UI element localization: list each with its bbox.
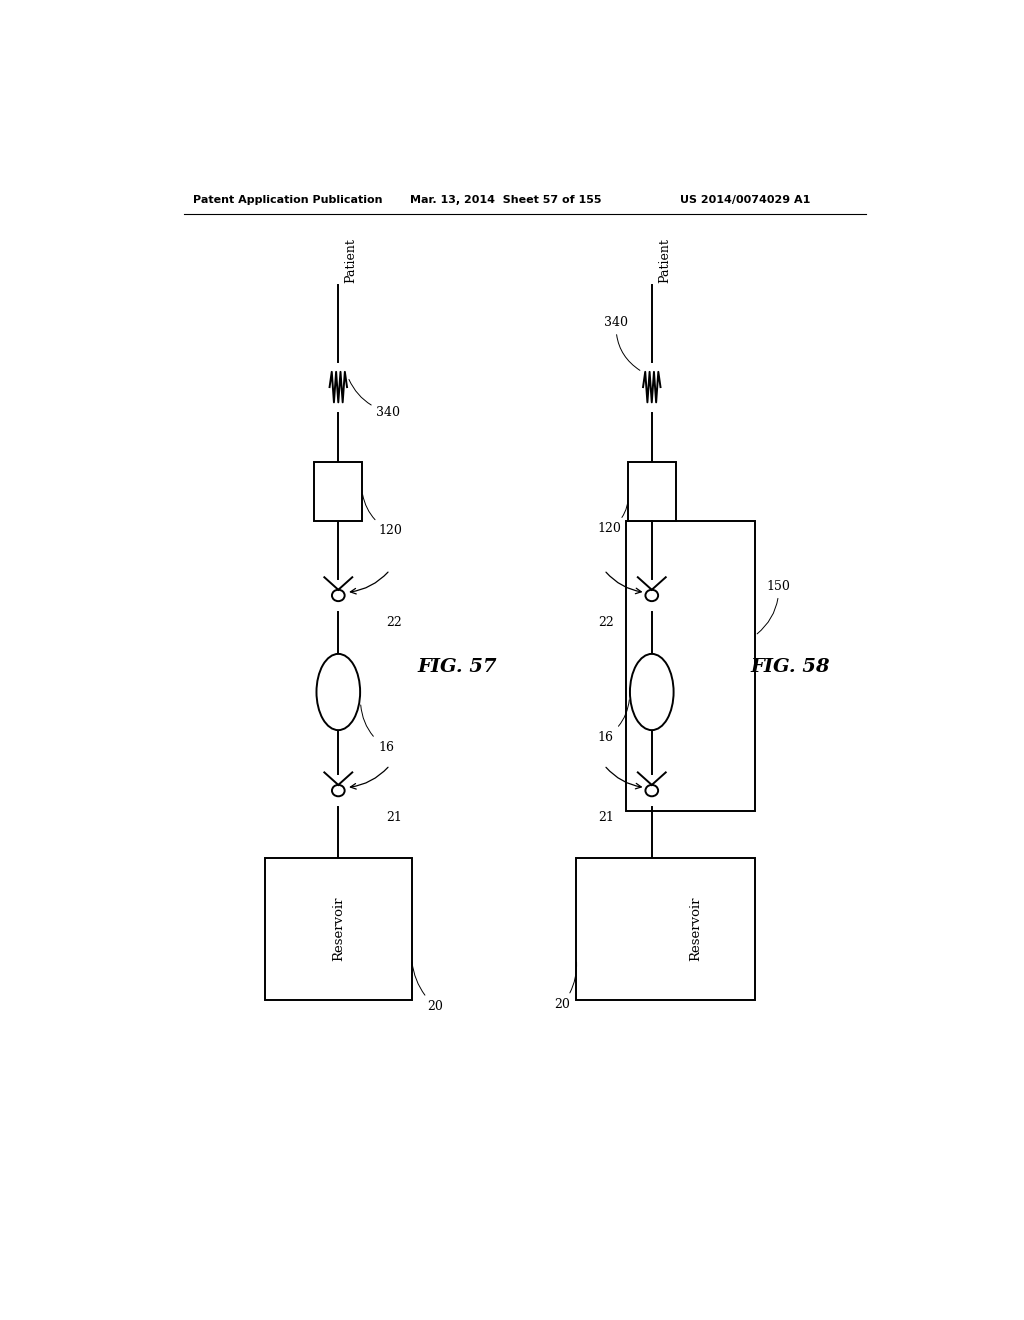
Text: Reservoir: Reservoir <box>689 896 701 961</box>
Text: 22: 22 <box>386 616 401 628</box>
Text: 21: 21 <box>386 810 401 824</box>
Text: 120: 120 <box>362 495 401 537</box>
Ellipse shape <box>332 590 345 601</box>
Text: FIG. 57: FIG. 57 <box>418 657 498 676</box>
Text: Patient: Patient <box>345 239 357 284</box>
Bar <box>314 462 362 521</box>
Text: 150: 150 <box>757 579 791 634</box>
Bar <box>628 462 676 521</box>
Ellipse shape <box>630 653 674 730</box>
Text: 340: 340 <box>349 379 400 418</box>
Text: US 2014/0074029 A1: US 2014/0074029 A1 <box>680 195 810 205</box>
Text: Mar. 13, 2014  Sheet 57 of 155: Mar. 13, 2014 Sheet 57 of 155 <box>410 195 601 205</box>
Bar <box>577 858 755 1001</box>
Text: Reservoir: Reservoir <box>332 896 345 961</box>
Ellipse shape <box>332 785 345 796</box>
Ellipse shape <box>316 653 360 730</box>
Text: FIG. 58: FIG. 58 <box>751 657 830 676</box>
Text: 20: 20 <box>412 962 443 1014</box>
Text: 21: 21 <box>598 810 613 824</box>
Ellipse shape <box>645 590 658 601</box>
Text: 16: 16 <box>360 705 394 754</box>
Bar <box>265 858 412 1001</box>
Text: 16: 16 <box>598 700 630 743</box>
Text: 20: 20 <box>554 962 577 1011</box>
Text: Patent Application Publication: Patent Application Publication <box>194 195 383 205</box>
Bar <box>627 521 755 810</box>
Text: Patient: Patient <box>658 239 671 284</box>
Text: 120: 120 <box>598 495 628 536</box>
Text: 340: 340 <box>604 315 640 371</box>
Text: 22: 22 <box>598 616 613 628</box>
Ellipse shape <box>645 785 658 796</box>
